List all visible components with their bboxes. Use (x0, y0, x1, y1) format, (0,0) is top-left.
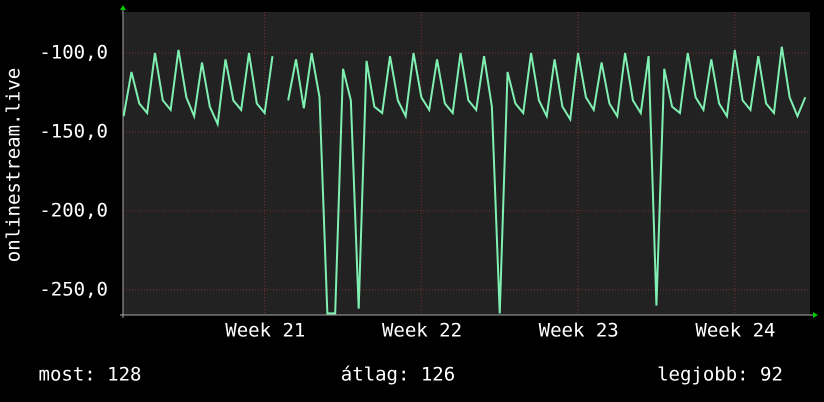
y-tick-label: -250,0 (39, 278, 108, 300)
stat-text: legjobb: 92 (657, 364, 783, 386)
y-tick-label: -200,0 (39, 199, 108, 221)
axis-arrow (120, 5, 126, 10)
y-tick-label: -150,0 (39, 120, 108, 142)
x-tick-label: Week 21 (225, 320, 305, 342)
y-tick-label: -100,0 (39, 42, 108, 64)
data-line (122, 46, 807, 315)
x-tick-label: Week 24 (695, 320, 775, 342)
x-tick-label: Week 22 (382, 320, 462, 342)
stat-text: átlag: 126 (341, 364, 455, 386)
stat-text: most: 128 (39, 364, 142, 386)
plot-area (123, 12, 810, 315)
y-axis-title: onlinestream.live (3, 68, 25, 262)
x-tick-label: Week 23 (539, 320, 619, 342)
axis-arrow (813, 312, 818, 318)
